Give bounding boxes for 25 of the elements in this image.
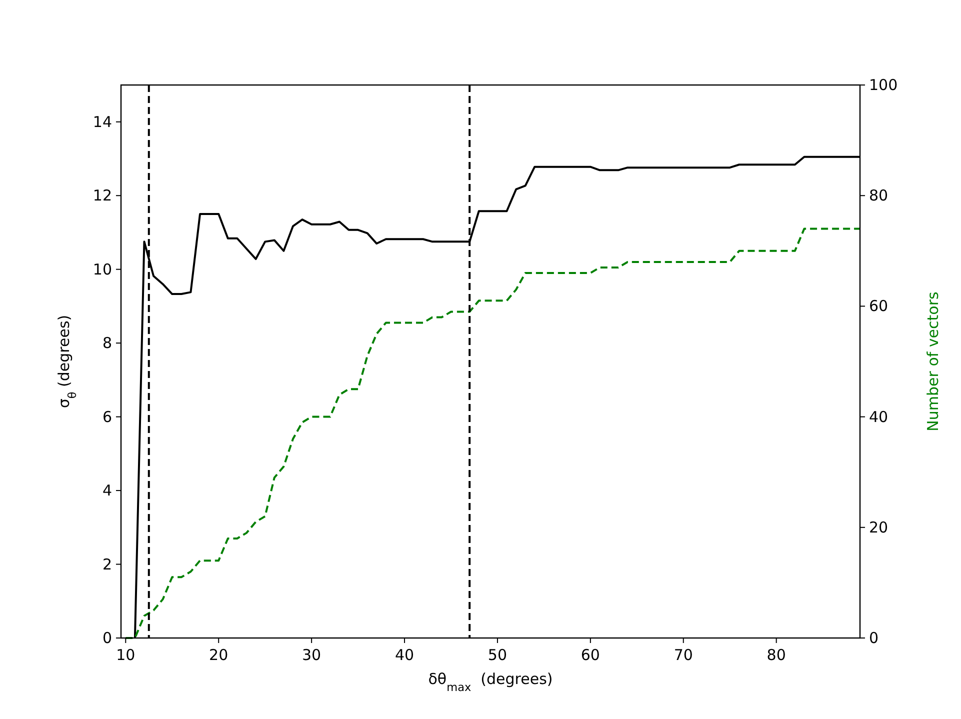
y2-tick-label: 0	[869, 629, 879, 647]
y-tick-label: 6	[102, 408, 112, 426]
x-tick-label: 50	[488, 646, 508, 664]
y2-tick-label: 100	[869, 76, 898, 94]
x-tick-label: 60	[580, 646, 600, 664]
x-tick-label: 40	[394, 646, 414, 664]
y-tick-label: 0	[102, 629, 112, 647]
y-tick-label: 8	[102, 334, 112, 352]
x-tick-label: 10	[116, 646, 136, 664]
y2-tick-label: 40	[869, 408, 888, 426]
y2-tick-label: 60	[869, 297, 888, 316]
y2-tick-label: 80	[869, 186, 888, 205]
x-axis-title: δθ$_{max}$ (degrees)	[428, 670, 553, 694]
y-tick-label: 14	[92, 112, 112, 131]
y2-tick-label: 20	[869, 518, 888, 536]
x-tick-label: 30	[302, 646, 322, 664]
x-tick-label: 20	[209, 646, 228, 664]
x-tick-label: 80	[766, 646, 786, 664]
y-tick-label: 10	[92, 260, 112, 278]
y-tick-label: 12	[92, 186, 112, 205]
x-tick-label: 70	[674, 646, 693, 664]
y-tick-label: 2	[102, 555, 112, 574]
line-series	[124, 228, 861, 639]
y2-axis-title: Number of vectors	[924, 292, 942, 432]
y-tick-label: 4	[102, 482, 112, 500]
